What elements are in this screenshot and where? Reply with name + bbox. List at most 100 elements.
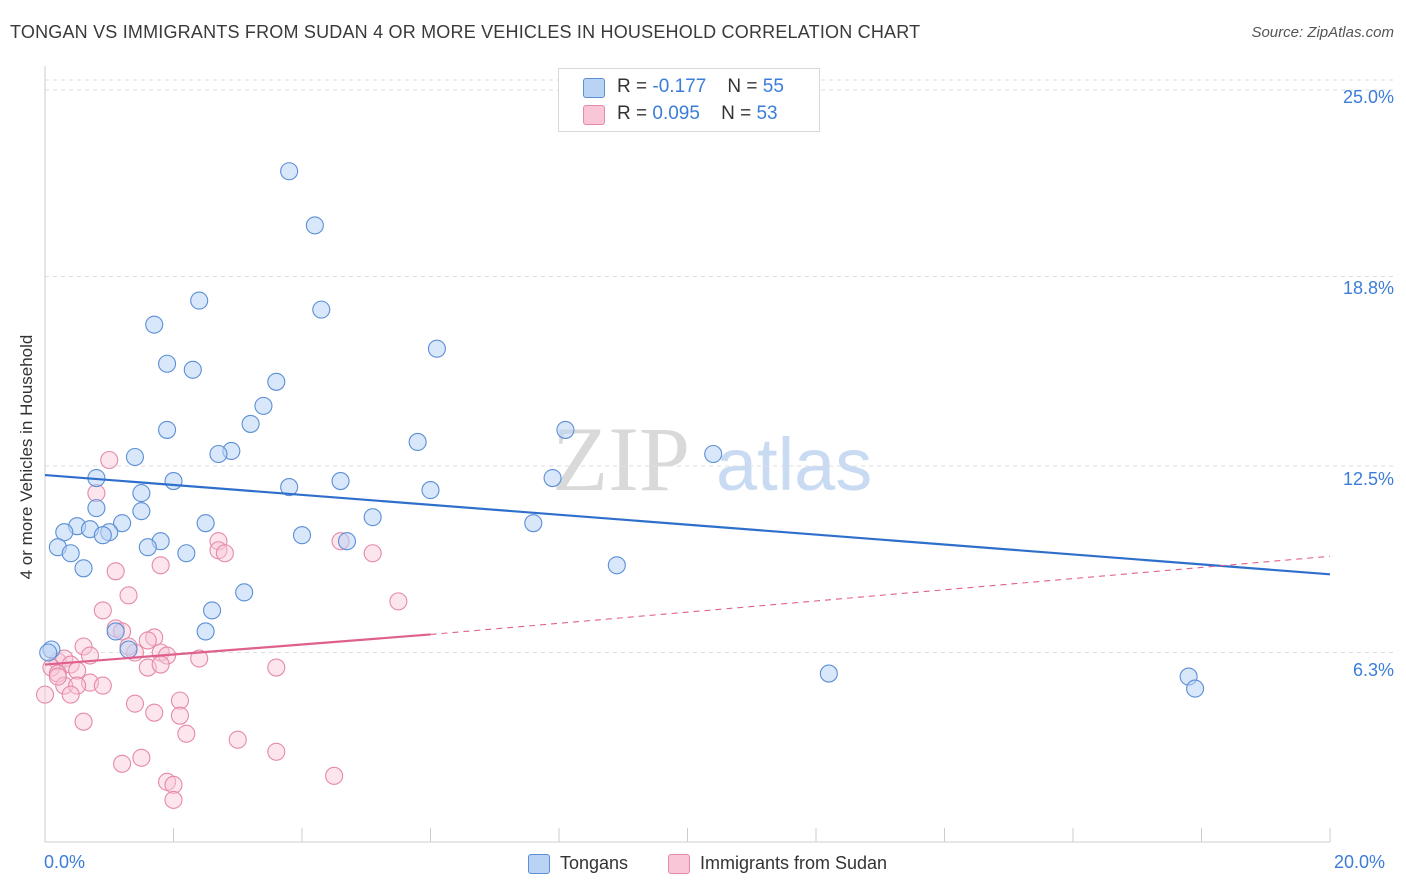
sudan-point: [228, 730, 247, 749]
y-tick-6-3: 6.3%: [1352, 660, 1394, 680]
tongans-point: [196, 514, 215, 533]
sudan-point: [325, 766, 344, 785]
sudan-point: [100, 450, 119, 470]
sudan-point: [74, 712, 93, 731]
tongans-point: [190, 291, 209, 310]
tongans-point: [704, 444, 723, 464]
sudan-point: [119, 586, 138, 605]
sudan-point: [74, 637, 93, 656]
tongans-point: [363, 508, 382, 527]
tongans-point: [241, 414, 260, 433]
sudan-point: [145, 703, 164, 722]
tongans-point: [280, 478, 299, 497]
sudan-point: [363, 544, 382, 563]
tongans-point: [119, 640, 138, 659]
sudan-point: [151, 556, 170, 575]
tongans-point: [93, 526, 112, 545]
tongans-point: [305, 216, 324, 235]
sudan-legend-swatch: [668, 854, 690, 874]
axes: [44, 66, 1331, 843]
sudan-point: [68, 661, 87, 680]
tongans-point: [39, 643, 58, 662]
sudan-point: [93, 676, 112, 695]
y-tick-12-5: 12.5%: [1342, 469, 1394, 489]
tongans-point: [158, 354, 177, 373]
grid-lines: [45, 79, 1395, 654]
tongans-point: [209, 444, 228, 464]
legend-n-value-tongans: 55: [762, 76, 784, 97]
tongans-point: [280, 162, 299, 181]
sudan-point: [164, 775, 183, 794]
tongans-point: [138, 538, 157, 557]
tongans-point: [87, 499, 106, 518]
sudan-point: [215, 544, 234, 563]
sudan-point: [55, 676, 74, 695]
sudan-point: [113, 754, 132, 773]
tongans-point: [196, 622, 215, 641]
legend-r-value-tongans: -0.177: [652, 76, 707, 97]
sudan-trend-line: [44, 633, 431, 666]
tongans-point: [254, 396, 273, 415]
tongans-point: [125, 447, 144, 467]
tongans-point: [203, 601, 222, 620]
y-axis-title: 4 or more Vehicles in Household: [17, 334, 36, 580]
tongans-point: [61, 544, 80, 563]
sudan-trend-extension: [430, 555, 1331, 636]
tongans-point: [132, 484, 151, 503]
sudan-point: [87, 484, 106, 503]
tongans-point: [556, 420, 575, 439]
tongans-legend-swatch: [528, 854, 550, 874]
tongans-point: [607, 556, 626, 575]
legend-r-label: R =: [617, 76, 648, 97]
tongans-point: [164, 472, 183, 491]
sudan-point: [93, 601, 112, 620]
sudan-point: [170, 706, 189, 725]
tongans-trend-line: [44, 473, 1331, 576]
y-tick-18-8: 18.8%: [1342, 278, 1394, 298]
tongans-point: [543, 469, 562, 488]
sudan-point: [151, 655, 170, 674]
sudan-point: [106, 562, 125, 581]
x-tick-min: 0.0%: [44, 852, 86, 872]
tongans-point: [524, 514, 543, 533]
sudan-point: [125, 694, 144, 713]
sudan-point: [389, 592, 408, 611]
tongans-point: [158, 420, 177, 439]
correlation-legend: R = -0.177 N = 55 R = 0.095 N = 53: [558, 68, 820, 132]
sudan-point: [68, 676, 87, 695]
sudan-point: [267, 658, 286, 677]
tongans-point: [183, 360, 202, 379]
legend-n-label: N =: [727, 76, 758, 97]
tongans-legend-label: Tongans: [560, 853, 629, 873]
sudan-point: [164, 790, 183, 809]
tongans-point: [267, 372, 286, 391]
watermark-zip: ZIP: [552, 408, 690, 510]
sudan-point: [138, 631, 157, 650]
sudan-point: [190, 649, 209, 668]
series-tongans-points: [39, 162, 1205, 698]
tongans-point: [292, 526, 312, 545]
sudan-point: [267, 742, 286, 761]
tongans-point: [427, 339, 446, 358]
x-tick-max: 20.0%: [1334, 852, 1386, 872]
trend-lines: [44, 473, 1331, 666]
tongans-swatch: [583, 78, 605, 98]
tongans-point: [331, 472, 350, 491]
y-tick-25-0: 25.0%: [1342, 87, 1394, 107]
tongans-point: [1186, 679, 1205, 698]
tongans-point: [177, 544, 196, 563]
watermark: ZIP atlas: [552, 408, 872, 510]
legend-r-label: R =: [617, 103, 648, 124]
legend-n-label: N =: [721, 103, 752, 124]
sudan-point: [61, 685, 80, 704]
tongans-point: [819, 664, 838, 683]
source-label: Source: ZipAtlas.com: [1251, 24, 1394, 41]
tongans-point: [421, 481, 440, 500]
tongans-point: [55, 523, 74, 542]
tongans-point: [312, 300, 331, 319]
sudan-point: [132, 748, 151, 767]
legend-r-value-sudan: 0.095: [652, 103, 700, 124]
sudan-point: [48, 667, 67, 686]
tongans-point: [408, 432, 427, 452]
